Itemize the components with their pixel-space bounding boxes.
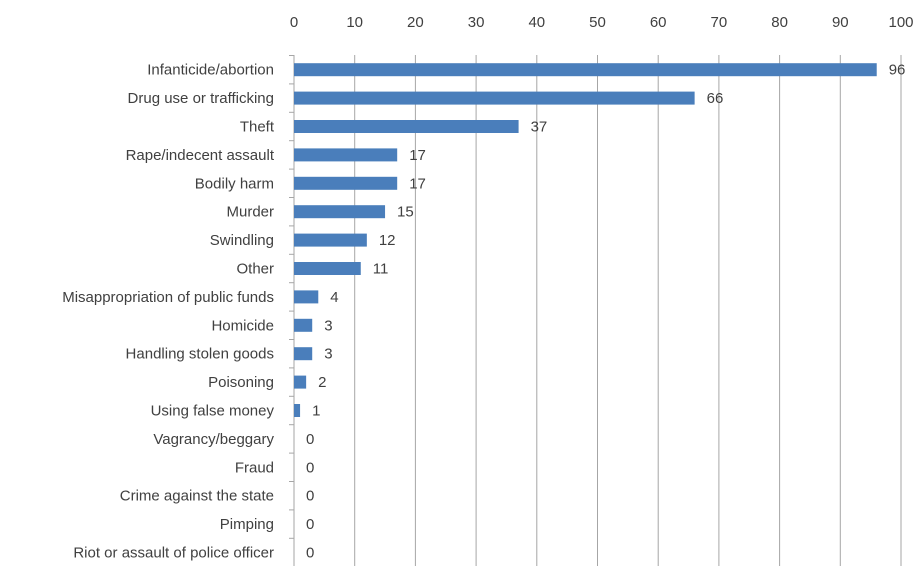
bar [294,318,313,332]
category-label: Other [236,261,274,278]
x-tick-label: 40 [528,14,545,31]
bar [294,148,398,162]
data-label: 12 [379,232,396,249]
data-label: 0 [306,431,314,448]
data-label: 17 [409,147,426,164]
data-label: 3 [324,317,332,334]
x-tick-label: 90 [832,14,849,31]
bar [294,290,319,304]
x-axis-ticks: 0 10 20 30 40 50 60 70 80 90 100 [290,14,913,31]
category-label: Fraud [235,459,274,476]
x-tick-label: 30 [468,14,485,31]
bar [294,176,398,190]
category-label: Pimping [220,516,274,533]
bar [294,120,519,133]
data-label: 1 [312,403,320,420]
category-label: Theft [240,119,275,136]
data-label: 2 [318,374,326,391]
x-tick-label: 60 [650,14,667,31]
bar [294,63,877,77]
category-label: Swindling [210,232,274,249]
category-label: Rape/indecent assault [126,147,275,164]
data-label: 66 [707,90,724,107]
x-tick-label: 20 [407,14,424,31]
category-label: Handling stolen goods [126,346,274,363]
x-tick-label: 70 [711,14,728,31]
data-label: 96 [889,62,906,79]
bar [294,233,367,247]
data-label: 0 [306,545,314,562]
x-tick-label: 80 [771,14,788,31]
category-label: Riot or assault of police officer [73,545,274,562]
data-label: 3 [324,346,332,363]
data-label: 0 [306,488,314,505]
category-label: Homicide [211,317,274,334]
x-tick-label: 100 [888,14,913,31]
data-label: 15 [397,204,414,221]
bar [294,262,361,275]
data-label: 0 [306,516,314,533]
bar [294,91,695,105]
category-label: Drug use or trafficking [128,90,274,107]
x-tick-label: 50 [589,14,606,31]
category-label: Bodily harm [195,175,274,192]
bar [294,347,313,361]
category-axis [289,55,295,566]
category-label: Vagrancy/beggary [153,431,274,448]
category-label: Murder [226,204,274,221]
category-labels: Infanticide/abortion Drug use or traffick… [62,62,275,562]
data-label: 4 [330,289,338,306]
category-label: Poisoning [208,374,274,391]
category-label: Crime against the state [120,488,274,505]
bar [294,205,386,219]
data-label: 37 [531,119,548,136]
gridlines [354,55,902,566]
category-label: Infanticide/abortion [147,62,274,79]
data-label: 17 [409,175,426,192]
x-tick-label: 10 [346,14,363,31]
data-label: 0 [306,459,314,476]
category-label: Misappropriation of public funds [62,289,274,306]
bar [294,404,301,417]
bars [294,63,877,417]
category-label: Using false money [151,403,275,420]
bar [294,375,307,389]
data-label: 11 [373,261,389,278]
x-tick-label: 0 [290,14,298,31]
